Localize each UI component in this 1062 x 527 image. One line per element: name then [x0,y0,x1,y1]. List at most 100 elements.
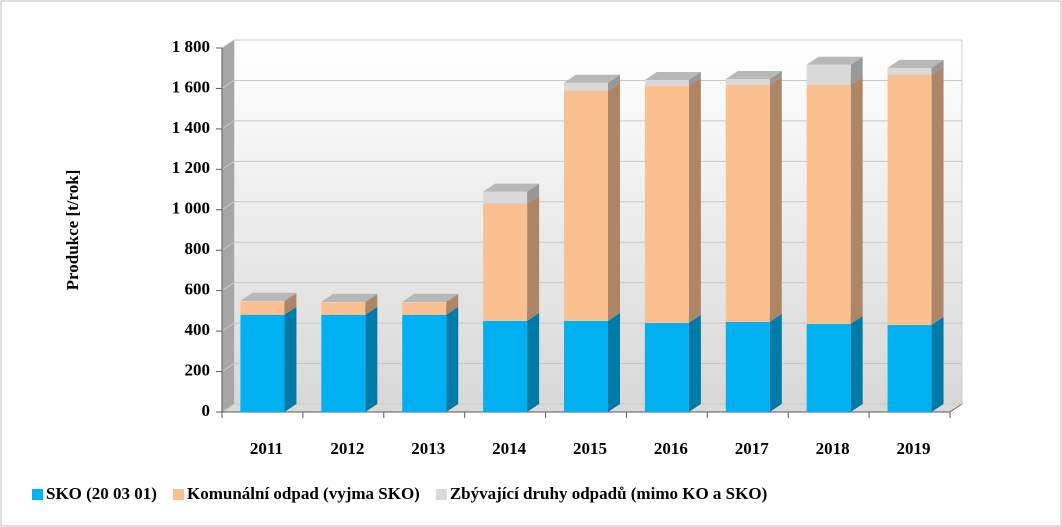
x-tick-label: 2011 [250,439,283,458]
bar [725,322,770,412]
bar-side [446,306,459,412]
grid-line [221,79,962,89]
bar-side [688,315,701,412]
side-wall [222,40,234,412]
bar-side [446,293,459,303]
bar [725,78,770,86]
bar [644,79,689,87]
bar-side [284,306,297,412]
grid-line [221,241,962,251]
bar [483,203,528,321]
y-tick-label: 1 000 [172,199,210,218]
bar-top [644,71,701,80]
y-tick-label: 1 800 [172,37,210,56]
bar-top [806,56,863,65]
y-tick-label: 600 [185,280,211,299]
bar [402,301,447,303]
bar-side [931,59,944,75]
bar-side [446,294,459,315]
bar [321,314,366,412]
bar-side [769,70,782,86]
y-tick-label: 1 200 [172,158,210,177]
bar [321,301,366,303]
legend-label: SKO (20 03 01) [46,484,157,503]
bar-side [769,77,782,323]
bar-side [931,66,944,326]
bar-side [850,316,863,412]
bar-side [527,183,540,204]
legend-swatch [435,489,447,500]
legend-swatch [32,489,43,500]
grid-line [221,403,962,413]
bar-top [483,183,540,192]
bar-top [887,59,944,68]
bar-side [284,293,297,315]
bar [240,300,285,302]
x-tick-label: 2015 [573,439,607,458]
bar-side [688,78,701,324]
bar [725,85,770,323]
grid-line [221,322,962,332]
bar [806,64,851,86]
legend-label: Zbývající druhy odpadů (mimo KO a SKO) [450,484,767,503]
grid-line [221,120,962,130]
y-tick-label: 400 [185,320,211,339]
grid-line [221,39,962,49]
y-tick-label: 200 [185,360,211,379]
bar [887,325,932,412]
bar-side [365,293,378,303]
bar [240,314,285,412]
bar [887,67,932,75]
bar [644,323,689,412]
bar-side [365,294,378,315]
bar-top [725,70,782,79]
bar [806,324,851,412]
grid-line [221,201,962,211]
bar-side [850,56,863,86]
bar-side [608,313,620,412]
y-tick-label: 800 [185,239,211,258]
x-tick-label: 2017 [735,439,770,458]
bar-side [608,82,620,321]
bar [564,321,608,412]
bar [402,314,447,412]
bar-top [402,293,459,302]
bar [321,302,366,315]
bar-top [321,293,378,302]
legend-swatch [172,489,184,500]
bar-side [769,314,782,412]
bar-top [564,74,620,83]
y-tick-label: 0 [202,401,211,420]
bar-side [688,71,701,87]
bar-side [850,77,863,325]
bar [887,74,932,326]
bar [483,321,528,412]
bar [240,301,285,315]
bar-side [527,313,540,412]
grid-line [221,363,962,372]
x-tick-label: 2019 [897,439,931,458]
bar-side [365,306,378,412]
bar [806,85,851,325]
grid-line [221,160,962,170]
x-tick-label: 2013 [411,439,445,458]
bar [644,86,689,324]
bar [564,90,608,321]
x-tick-label: 2016 [654,439,688,458]
bar-top [240,292,297,301]
y-tick-label: 1 600 [172,77,210,96]
bar-side [931,317,944,412]
bar-side [608,74,620,91]
x-tick-label: 2012 [330,439,364,458]
x-tick-label: 2018 [816,439,850,458]
legend-label: Komunální odpad (vyjma SKO) [187,484,420,503]
bar [483,191,528,204]
bar-side [527,195,540,321]
bar-side [284,292,297,302]
y-axis-label: Produkce [t/rok] [63,170,82,291]
grid-line [221,282,962,292]
bar [564,82,608,91]
bar [402,302,447,315]
x-tick-label: 2014 [492,439,527,458]
